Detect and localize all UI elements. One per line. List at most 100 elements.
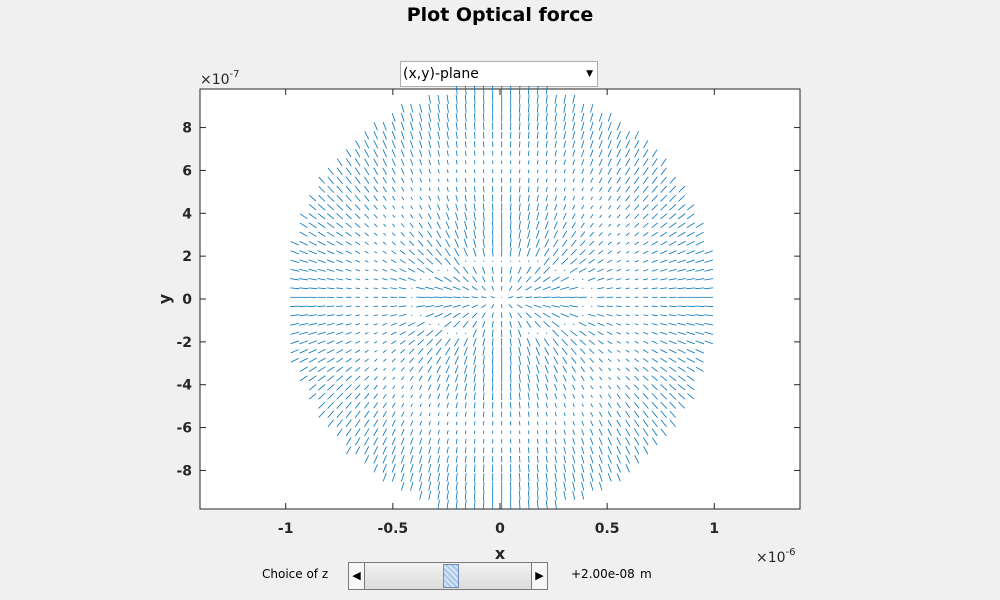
force-arrow: [317, 357, 326, 363]
force-arrow: [464, 186, 467, 193]
force-arrow: [634, 140, 640, 149]
force-arrow: [625, 140, 631, 149]
force-arrow: [616, 402, 621, 409]
force-arrow: [518, 203, 521, 212]
force-arrow: [634, 332, 639, 335]
force-arrow: [419, 187, 422, 191]
force-arrow: [634, 176, 640, 184]
force-arrow: [572, 94, 576, 104]
force-arrow: [410, 196, 413, 200]
force-arrow: [473, 131, 476, 139]
force-arrow: [660, 213, 668, 220]
force-arrow: [642, 204, 649, 211]
left-triangle-icon[interactable]: ◀: [349, 563, 365, 589]
force-arrow: [518, 392, 521, 401]
force-arrow: [390, 305, 398, 308]
force-arrow: [634, 455, 640, 464]
force-arrow: [651, 231, 658, 237]
force-arrow: [354, 222, 361, 228]
force-arrow: [527, 85, 530, 95]
force-arrow: [563, 464, 567, 473]
force-arrow: [401, 205, 404, 209]
force-arrow: [598, 420, 603, 427]
force-arrow: [446, 490, 449, 500]
force-arrow: [382, 402, 387, 409]
force-arrow: [563, 472, 567, 482]
force-arrow: [336, 357, 344, 363]
force-arrow: [616, 419, 621, 427]
force-arrow: [426, 347, 433, 355]
force-arrow: [473, 212, 476, 221]
force-arrow: [551, 312, 560, 318]
force-arrow: [642, 194, 649, 202]
force-arrow: [588, 268, 596, 273]
force-arrow: [446, 131, 449, 140]
plane-select-value: (x,y)-plane: [403, 66, 479, 82]
force-arrow: [299, 222, 308, 228]
plane-select[interactable]: (x,y)-plane ▼: [400, 61, 598, 87]
slider-thumb[interactable]: [443, 564, 459, 588]
force-arrow: [364, 367, 370, 372]
force-arrow: [643, 287, 649, 289]
force-arrow: [651, 158, 658, 167]
force-arrow: [454, 230, 459, 239]
force-arrow: [317, 222, 326, 229]
force-arrow: [401, 403, 405, 408]
force-arrow: [563, 384, 567, 391]
force-arrow: [660, 176, 667, 185]
force-arrow: [383, 367, 387, 371]
force-arrow: [327, 392, 335, 400]
force-arrow: [668, 331, 677, 335]
force-arrow: [410, 472, 414, 482]
force-arrow: [616, 305, 622, 307]
force-arrow: [527, 402, 530, 409]
slider-track[interactable]: [365, 563, 531, 589]
force-arrow: [589, 131, 594, 140]
force-arrow: [607, 358, 612, 363]
force-arrow: [392, 205, 396, 210]
force-arrow: [318, 194, 326, 202]
force-arrow: [695, 250, 705, 255]
force-arrow: [509, 355, 512, 365]
force-arrow: [427, 221, 432, 229]
right-triangle-icon[interactable]: ▶: [531, 563, 547, 589]
force-arrow: [364, 204, 370, 211]
dropdown-arrow-icon[interactable]: ▼: [586, 69, 593, 79]
force-arrow: [399, 339, 406, 345]
force-arrow: [317, 268, 326, 272]
force-arrow: [677, 222, 686, 229]
force-arrow: [616, 204, 621, 210]
force-arrow: [437, 421, 440, 426]
force-arrow: [419, 121, 423, 131]
force-arrow: [686, 384, 695, 391]
force-arrow: [626, 260, 630, 263]
force-arrow: [660, 349, 668, 354]
force-arrow: [364, 402, 370, 409]
force-arrow: [391, 455, 396, 464]
force-arrow: [581, 420, 585, 426]
force-arrow: [625, 455, 631, 464]
force-arrow: [416, 267, 425, 273]
force-arrow: [446, 421, 449, 425]
force-arrow: [642, 185, 649, 193]
force-arrow: [463, 355, 468, 365]
force-arrow: [401, 214, 405, 219]
force-arrow: [373, 223, 378, 228]
force-arrow: [373, 393, 378, 400]
force-arrow: [527, 194, 530, 202]
force-arrow: [437, 402, 440, 408]
force-arrow: [373, 402, 379, 409]
force-arrow: [437, 122, 440, 131]
force-arrow: [518, 346, 522, 356]
z-slider[interactable]: ◀ ▶: [348, 562, 548, 590]
force-arrow: [535, 347, 540, 356]
force-arrow: [482, 194, 485, 202]
force-arrow: [317, 340, 326, 345]
force-arrow: [668, 240, 677, 246]
force-arrow: [643, 437, 649, 446]
force-arrow: [625, 367, 630, 372]
force-arrow: [419, 178, 422, 183]
force-arrow: [373, 437, 379, 446]
force-arrow: [455, 411, 458, 417]
force-arrow: [455, 150, 458, 157]
